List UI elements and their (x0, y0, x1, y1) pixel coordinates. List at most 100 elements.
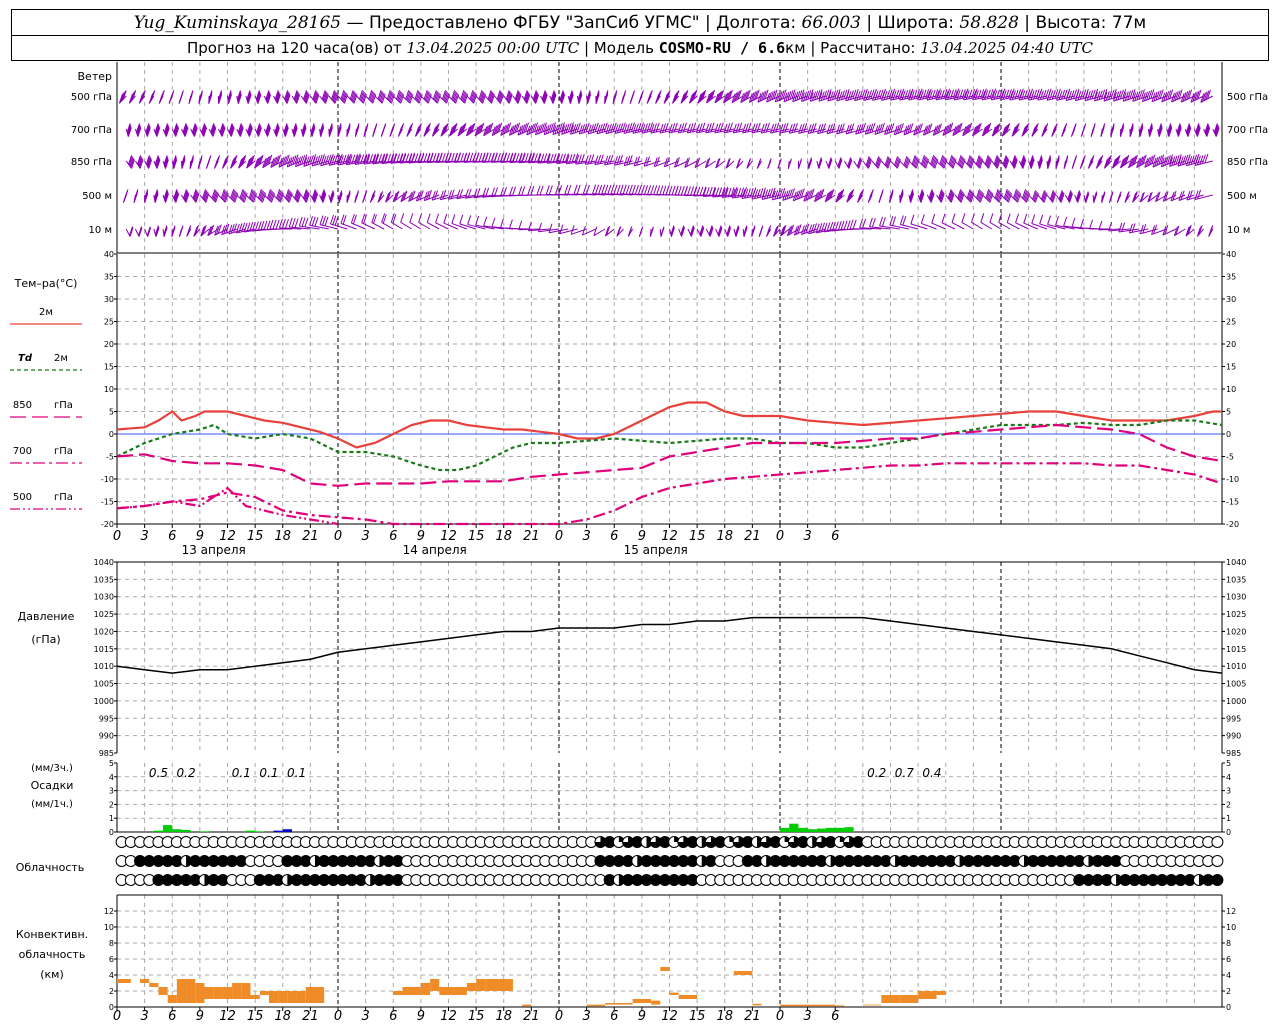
wind-barb-feather (138, 158, 143, 168)
wind-barb (1111, 154, 1122, 169)
wind-barb-feather (378, 91, 383, 101)
wind-barb-feather (543, 153, 548, 163)
wind-barb-feather (913, 89, 918, 100)
wind-barb (337, 190, 343, 203)
wind-barb-feather (269, 219, 274, 230)
wind-barb-feather (275, 125, 280, 135)
wind-barb-feather (310, 125, 315, 135)
wind-barb-feather (803, 122, 808, 133)
wind-barb-feather (1113, 91, 1117, 102)
wind-barb-feather (508, 219, 513, 229)
wind-barb-feather (283, 123, 288, 133)
wind-barb-feather (581, 124, 586, 134)
wind-barb-feather (1104, 158, 1109, 168)
wind-barb-feather (1080, 218, 1085, 228)
wind-barb-feather (1177, 125, 1182, 135)
precip-total-label: 0.1 (232, 766, 251, 780)
wind-barb-feather (415, 91, 420, 101)
wind-barb-feather (545, 124, 550, 135)
wind-barb-feather (527, 221, 532, 231)
wind-barb (702, 186, 725, 197)
wind-barb-feather (320, 156, 325, 166)
wind-barb-feather (470, 123, 475, 134)
wind-barb-feather (554, 124, 559, 134)
conv-bar (186, 979, 196, 1003)
wind-barb-feather (733, 186, 738, 197)
wind-barb-feather (1101, 123, 1106, 133)
wind-barb-feather (741, 92, 746, 102)
wind-barb-feather (725, 91, 730, 102)
wind-barb-feather (958, 190, 963, 200)
wind-barb-feather (496, 123, 501, 133)
conv-bar (605, 1003, 633, 1005)
wind-barb-feather (239, 126, 244, 136)
wind-barb-feather (637, 122, 642, 133)
wind-barb-feather (461, 123, 466, 134)
wind-barb-feather (337, 155, 342, 166)
wind-barb-feather (440, 127, 445, 137)
wind-barb-feather (1194, 190, 1199, 200)
wind-barb-feather (309, 216, 314, 226)
wind-barb-feather (859, 90, 863, 100)
wind-barb-feather (1167, 90, 1172, 100)
wind-barb-feather (543, 125, 548, 135)
wind-barb-feather (314, 93, 319, 103)
wind-barb (1037, 155, 1043, 169)
wind-barb-feather (876, 157, 881, 167)
wind-barb-feather (551, 92, 556, 102)
wind-barb-feather (156, 127, 161, 137)
wind-barb-feather (578, 154, 582, 164)
wind-barb-feather (798, 90, 803, 100)
wind-barb-shaft (548, 228, 569, 234)
wind-barb-feather (499, 94, 504, 104)
y-tick-label-right: 1035 (1226, 575, 1246, 584)
wind-barb-feather (890, 123, 895, 133)
wind-barb-feather (429, 153, 434, 163)
wind-barb (1208, 225, 1214, 237)
wind-barb-feather (670, 225, 675, 235)
wind-barb-feather (908, 90, 913, 101)
wind-barb-feather (793, 225, 798, 236)
wind-barb (190, 123, 198, 137)
wind-barb-feather (212, 190, 217, 200)
wind-barb (273, 189, 284, 203)
wind-barb-feather (473, 188, 478, 198)
wind-barb-feather (343, 93, 348, 103)
x-tick-label: 18 (274, 529, 291, 544)
wind-barb-feather (372, 154, 377, 165)
wind-barb-feather (754, 123, 759, 133)
wind-barb-feather (1023, 190, 1028, 200)
wind-barb-shaft (443, 222, 458, 230)
wind-barb-feather (380, 93, 385, 103)
wind-barb-feather (441, 152, 446, 163)
wind-barb (337, 123, 342, 137)
header-row-forecast: Прогноз на 120 часа(ов) от 13.04.2025 00… (12, 36, 1268, 61)
wind-barb-feather (785, 91, 790, 102)
wind-barb-feather (1179, 156, 1184, 166)
wind-barb-feather (784, 122, 789, 133)
wind-barb-feather (1160, 157, 1165, 167)
wind-barb-shaft (910, 223, 928, 230)
wind-barb (328, 123, 333, 137)
wind-barb-feather (249, 155, 254, 166)
alt-value: 77м (1111, 13, 1147, 33)
x-tick-label: 3 (361, 529, 369, 544)
wind-barb-feather (477, 124, 482, 135)
wind-barb (792, 89, 808, 103)
wind-barb (1157, 123, 1163, 137)
wind-barb-feather (238, 125, 243, 135)
wind-barb-feather (682, 92, 687, 102)
wind-barb-feather (1011, 127, 1016, 137)
wind-barb-feather (578, 93, 583, 103)
wind-barb-feather (271, 157, 276, 167)
wind-barb-feather (920, 192, 925, 202)
wind-barb-feather (417, 123, 422, 133)
wind-barb (546, 153, 569, 164)
wind-barb-feather (1201, 92, 1206, 102)
wind-barb-feather (888, 123, 893, 134)
y-tick-label-left: 0 (109, 430, 114, 439)
wind-barb-feather (699, 225, 704, 235)
wind-barb-feather (1059, 191, 1064, 201)
series-line (116, 462, 1223, 526)
wind-barb (500, 122, 514, 136)
